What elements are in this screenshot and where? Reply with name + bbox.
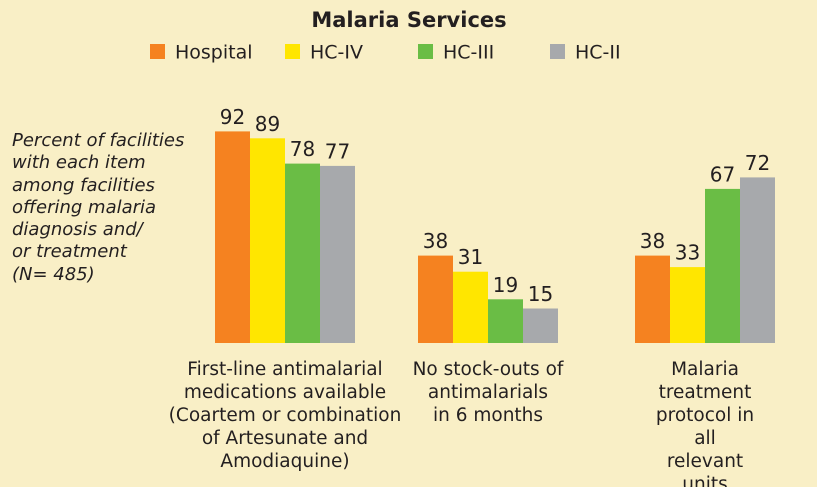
data-label: 38 — [423, 229, 448, 253]
legend-label: HC-II — [575, 42, 621, 64]
bar — [523, 308, 558, 343]
x-tick-label: Malaria treatment protocol in all releva… — [655, 359, 755, 487]
data-label: 89 — [255, 112, 280, 136]
bar — [453, 271, 488, 343]
legend-label: HC-III — [443, 42, 494, 64]
bar — [670, 267, 705, 343]
y-axis-label: Percent of facilities with each item amo… — [12, 130, 185, 285]
x-tick-label: First-line antimalarial medications avai… — [168, 359, 402, 472]
data-label: 78 — [290, 137, 315, 161]
chart-title: Malaria Services — [311, 8, 506, 32]
legend-swatch — [550, 44, 565, 59]
bar — [250, 138, 285, 343]
data-label: 77 — [325, 139, 350, 163]
bar — [215, 131, 250, 343]
data-label: 72 — [745, 151, 770, 175]
data-label: 67 — [710, 162, 735, 186]
data-label: 92 — [220, 105, 245, 129]
bar — [705, 188, 740, 343]
bar — [418, 255, 453, 343]
legend-label: HC-IV — [310, 42, 363, 64]
bar — [635, 255, 670, 343]
data-label: 31 — [458, 245, 483, 269]
legend-swatch — [418, 44, 433, 59]
x-tick-label: No stock-outs of antimalarials in 6 mont… — [412, 359, 564, 426]
data-label: 19 — [493, 273, 518, 297]
data-label: 38 — [640, 229, 665, 253]
data-label: 33 — [675, 241, 700, 265]
legend-swatch — [150, 44, 165, 59]
bar — [488, 299, 523, 343]
legend-label: Hospital — [175, 42, 253, 64]
bar — [285, 163, 320, 343]
data-label: 15 — [528, 282, 553, 306]
bar — [320, 165, 355, 343]
bar — [740, 177, 775, 343]
legend-swatch — [285, 44, 300, 59]
